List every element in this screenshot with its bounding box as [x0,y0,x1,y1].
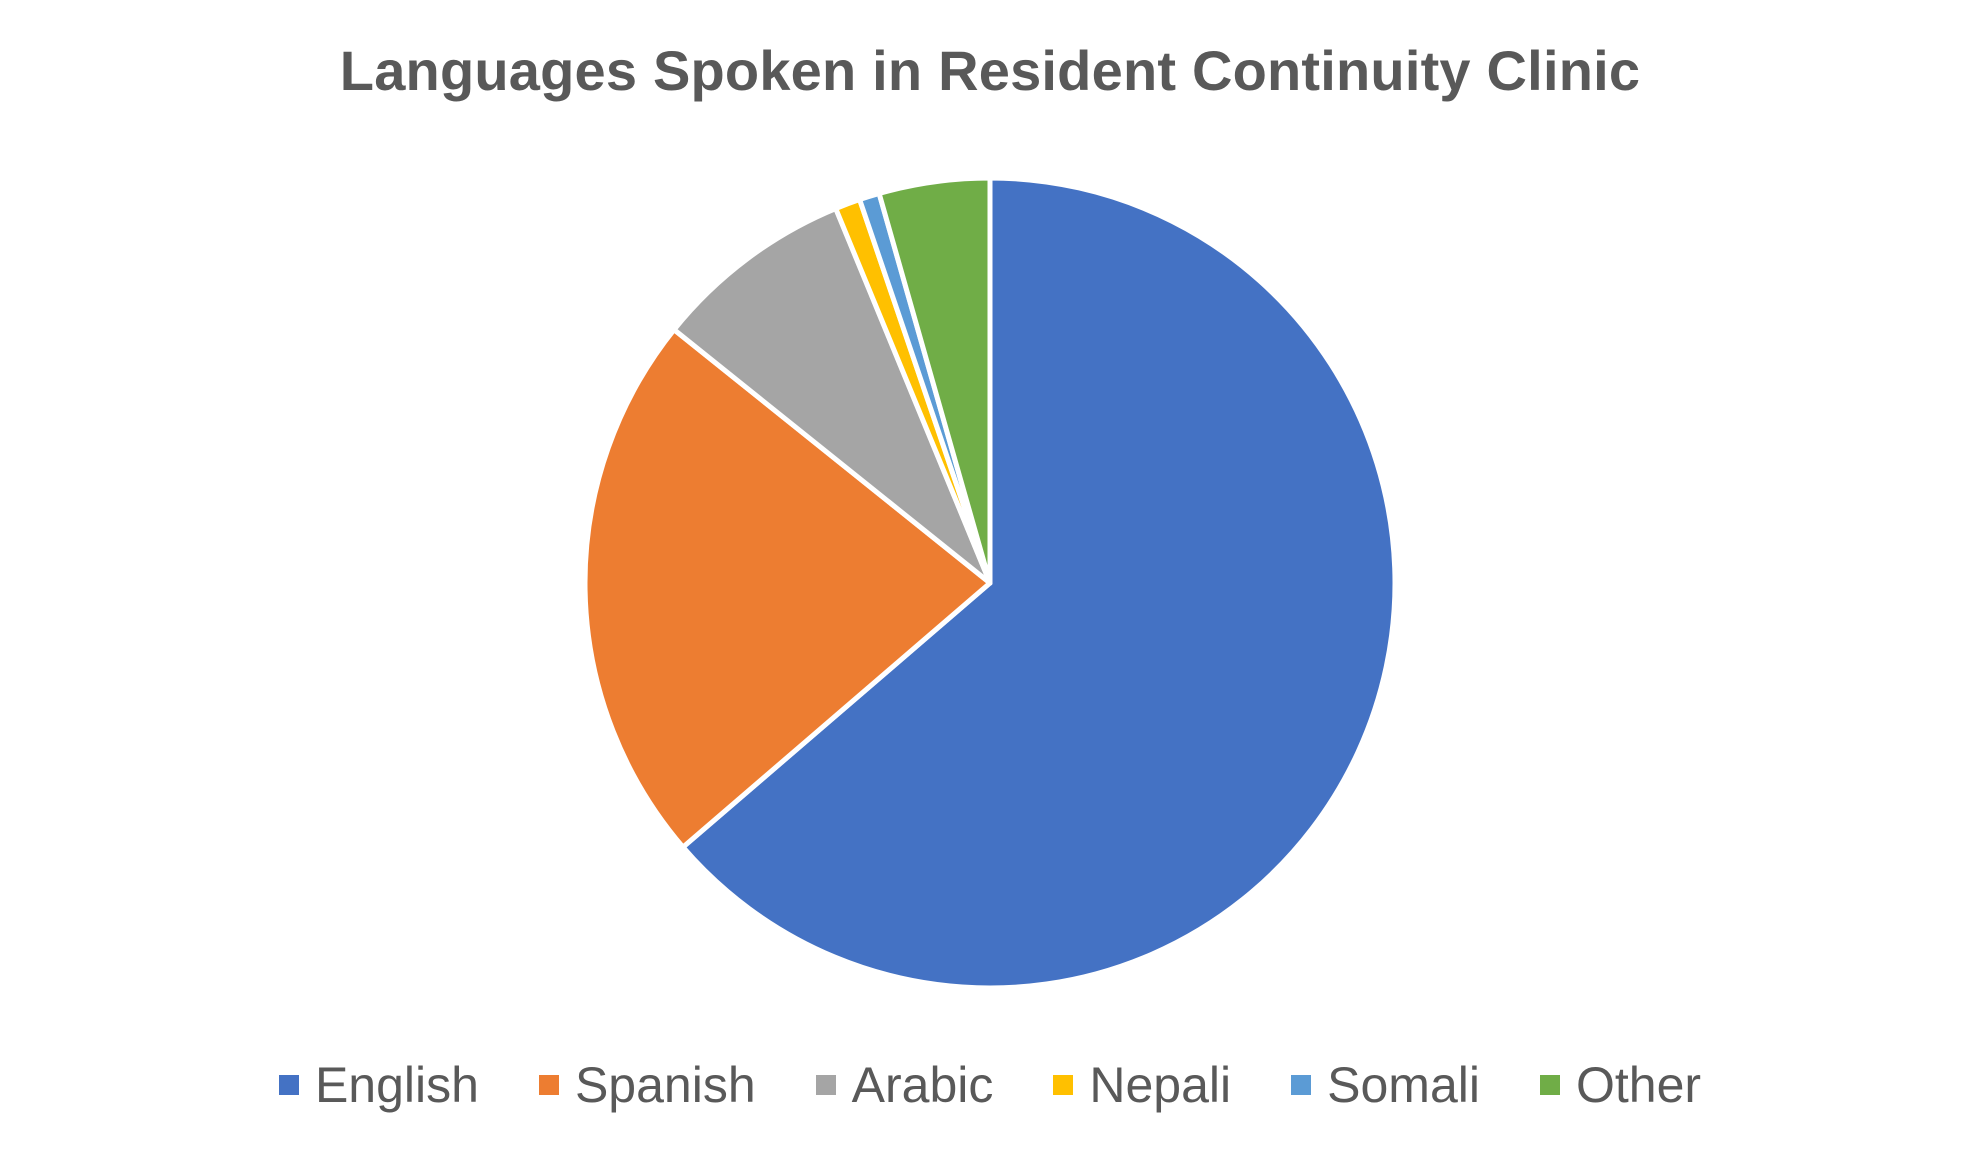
chart-title: Languages Spoken in Resident Continuity … [339,39,1641,102]
legend-swatch-spanish [538,1075,559,1095]
legend-item-nepali: Nepali [1053,1055,1231,1115]
legend-item-arabic: Arabic [815,1055,994,1115]
legend-label-other: Other [1575,1057,1702,1113]
legend-item-spanish: Spanish [538,1055,756,1115]
legend-item-other: Other [1539,1055,1702,1115]
legend-label-arabic: Arabic [851,1057,994,1113]
pie-slice-arabic [671,206,993,586]
legend-label-english: English [314,1057,479,1113]
pie-slices [582,175,1398,991]
legend-swatch-nepali [1053,1075,1074,1095]
legend-swatch-other [1539,1075,1560,1095]
pie-slice-other [876,175,993,586]
legend-label-nepali: Nepali [1089,1057,1232,1113]
legend-swatch-arabic [815,1075,836,1095]
legend-item-english: English [278,1055,479,1115]
pie-slice-spanish [582,327,993,850]
legend: English Spanish Arabic Nepali Somali Oth… [0,1055,1980,1115]
legend-item-somali: Somali [1291,1055,1480,1115]
pie-slice-english [680,175,1398,991]
legend-label-somali: Somali [1327,1057,1480,1113]
legend-swatch-somali [1291,1075,1312,1095]
legend-label-spanish: Spanish [574,1057,756,1113]
legend-swatch-english [278,1075,299,1095]
